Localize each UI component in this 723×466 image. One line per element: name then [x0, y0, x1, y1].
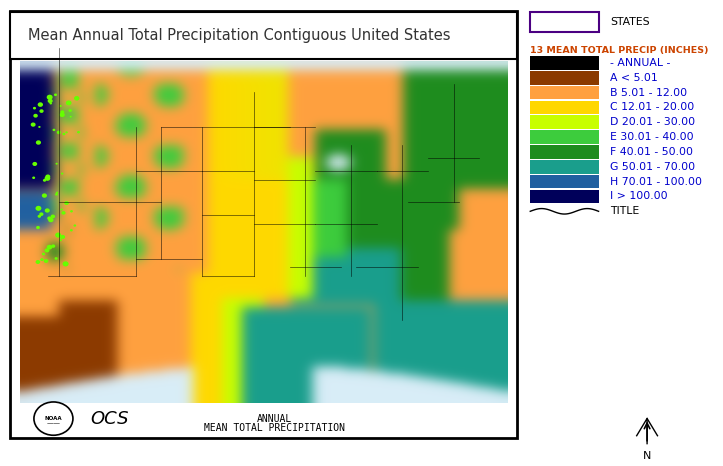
Text: ——: ——	[46, 420, 61, 426]
Bar	[530, 116, 599, 129]
Circle shape	[51, 244, 55, 248]
Circle shape	[39, 212, 43, 216]
Bar	[530, 86, 599, 99]
Bar	[10, 12, 517, 60]
Text: STATES: STATES	[610, 17, 650, 27]
Circle shape	[45, 208, 50, 212]
Text: OCS: OCS	[90, 410, 129, 428]
Text: 13 MEAN TOTAL PRECIP (INCHES): 13 MEAN TOTAL PRECIP (INCHES)	[530, 46, 709, 55]
Circle shape	[77, 131, 80, 133]
Text: Mean Annual Total Precipitation Contiguous United States: Mean Annual Total Precipitation Contiguo…	[27, 28, 450, 43]
Circle shape	[69, 109, 72, 112]
Circle shape	[74, 96, 80, 101]
Circle shape	[47, 245, 52, 250]
Text: ANNUAL: ANNUAL	[257, 414, 292, 424]
Circle shape	[35, 206, 41, 211]
Circle shape	[49, 102, 52, 104]
Circle shape	[45, 248, 49, 253]
Circle shape	[66, 101, 72, 105]
Circle shape	[55, 193, 58, 196]
Bar	[530, 101, 599, 114]
Text: C 12.01 - 20.00: C 12.01 - 20.00	[610, 103, 695, 112]
Circle shape	[33, 107, 36, 110]
Circle shape	[56, 163, 58, 164]
Circle shape	[57, 130, 61, 134]
Circle shape	[60, 110, 64, 114]
Bar	[530, 160, 599, 174]
Circle shape	[43, 179, 46, 182]
Text: H 70.01 - 100.00: H 70.01 - 100.00	[610, 177, 702, 186]
Text: N: N	[643, 451, 651, 461]
Text: TITLE: TITLE	[610, 206, 640, 216]
Circle shape	[46, 174, 51, 178]
Bar	[530, 145, 599, 159]
Circle shape	[38, 126, 40, 128]
Circle shape	[40, 258, 43, 261]
Text: A < 5.01: A < 5.01	[610, 73, 658, 83]
Circle shape	[70, 210, 73, 212]
Circle shape	[36, 140, 41, 145]
Circle shape	[48, 218, 54, 222]
Circle shape	[59, 112, 65, 117]
Circle shape	[38, 215, 41, 218]
Circle shape	[36, 226, 40, 229]
Circle shape	[53, 129, 56, 131]
Circle shape	[33, 162, 37, 166]
Circle shape	[38, 103, 43, 107]
Circle shape	[61, 172, 64, 175]
Circle shape	[35, 260, 40, 264]
Circle shape	[51, 214, 55, 219]
Circle shape	[55, 233, 61, 238]
Bar	[530, 175, 599, 188]
Circle shape	[45, 176, 51, 181]
Circle shape	[42, 253, 45, 255]
Circle shape	[42, 193, 47, 198]
Text: G 50.01 - 70.00: G 50.01 - 70.00	[610, 162, 696, 172]
Circle shape	[59, 239, 62, 241]
Text: - ANNUAL -: - ANNUAL -	[610, 58, 671, 68]
Bar	[530, 56, 599, 70]
Circle shape	[59, 105, 61, 107]
Circle shape	[69, 116, 72, 117]
Circle shape	[54, 257, 58, 260]
Circle shape	[64, 201, 69, 205]
Bar	[530, 71, 599, 85]
Text: B 5.01 - 12.00: B 5.01 - 12.00	[610, 88, 688, 97]
Text: F 40.01 - 50.00: F 40.01 - 50.00	[610, 147, 693, 157]
Text: D 20.01 - 30.00: D 20.01 - 30.00	[610, 117, 696, 127]
Circle shape	[61, 211, 66, 215]
Circle shape	[48, 99, 53, 103]
Circle shape	[56, 192, 58, 193]
Text: I > 100.00: I > 100.00	[610, 192, 668, 201]
Text: NOAA: NOAA	[45, 416, 62, 421]
Circle shape	[30, 123, 35, 127]
Circle shape	[60, 235, 65, 239]
Circle shape	[39, 109, 43, 113]
Circle shape	[60, 237, 62, 239]
Circle shape	[65, 131, 68, 133]
Circle shape	[62, 133, 66, 135]
Text: MEAN TOTAL PRECIPITATION: MEAN TOTAL PRECIPITATION	[204, 423, 345, 433]
Circle shape	[32, 177, 35, 179]
Circle shape	[47, 216, 51, 220]
Circle shape	[61, 208, 63, 211]
Circle shape	[47, 95, 53, 100]
Bar	[530, 190, 599, 203]
Circle shape	[70, 229, 73, 232]
Circle shape	[54, 94, 57, 96]
Bar	[530, 130, 599, 144]
Text: E 30.01 - 40.00: E 30.01 - 40.00	[610, 132, 694, 142]
Circle shape	[44, 259, 48, 263]
Bar	[530, 12, 599, 32]
Circle shape	[74, 224, 76, 226]
Circle shape	[33, 114, 38, 117]
Circle shape	[34, 402, 73, 435]
Circle shape	[63, 261, 69, 267]
